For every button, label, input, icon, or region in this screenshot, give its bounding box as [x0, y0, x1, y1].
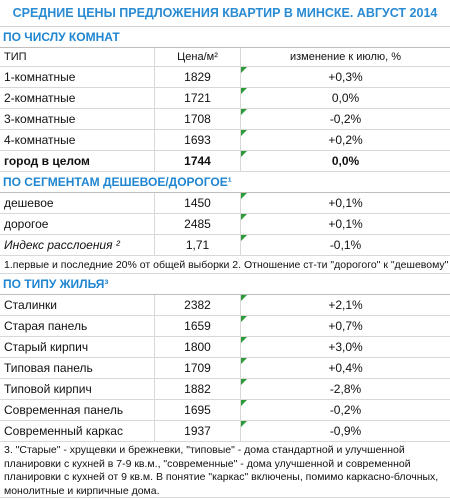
- cell: Современный каркас: [0, 421, 155, 441]
- cell: 1744: [155, 151, 241, 171]
- cell: +0,1%: [241, 193, 450, 213]
- cell: -0,1%: [241, 235, 450, 255]
- cell: Старый кирпич: [0, 337, 155, 357]
- data-row: 4-комнатные 1693 +0,2%: [0, 130, 450, 151]
- cell: Старая панель: [0, 316, 155, 336]
- header-row: ТИП Цена/м² изменение к июлю, %: [0, 48, 450, 67]
- cell: 1659: [155, 316, 241, 336]
- data-row: Современная панель 1695 -0,2%: [0, 400, 450, 421]
- column-header: Цена/м²: [155, 48, 241, 66]
- cell: Индекс расслоения ²: [0, 235, 155, 255]
- cell: -0,2%: [241, 400, 450, 420]
- cell: +3,0%: [241, 337, 450, 357]
- section: ПО ТИПУ ЖИЛЬЯ³ Сталинки 2382 +2,1% Старая па…: [0, 274, 450, 498]
- data-row: 1-комнатные 1829 +0,3%: [0, 67, 450, 88]
- cell: Сталинки: [0, 295, 155, 315]
- column-header: ТИП: [0, 48, 155, 66]
- section: ПО СЕГМЕНТАМ ДЕШЕВОЕ/ДОРОГОЕ¹ дешевое 1450…: [0, 172, 450, 274]
- data-row: Типовая панель 1709 +0,4%: [0, 358, 450, 379]
- cell: +0,7%: [241, 316, 450, 336]
- cell: -2,8%: [241, 379, 450, 399]
- cell: Типовая панель: [0, 358, 155, 378]
- cell: 4-комнатные: [0, 130, 155, 150]
- section-heading: ПО ЧИСЛУ КОМНАТ: [0, 27, 450, 48]
- cell: 1709: [155, 358, 241, 378]
- data-row: 2-комнатные 1721 0,0%: [0, 88, 450, 109]
- cell: 0,0%: [241, 88, 450, 108]
- cell: +0,3%: [241, 67, 450, 87]
- cell: 1800: [155, 337, 241, 357]
- data-row: город в целом 1744 0,0%: [0, 151, 450, 172]
- cell: 2485: [155, 214, 241, 234]
- cell: Современная панель: [0, 400, 155, 420]
- cell: 1708: [155, 109, 241, 129]
- cell: 1829: [155, 67, 241, 87]
- section-heading: ПО СЕГМЕНТАМ ДЕШЕВОЕ/ДОРОГОЕ¹: [0, 172, 450, 193]
- cell: 1937: [155, 421, 241, 441]
- cell: 1882: [155, 379, 241, 399]
- cell: 1721: [155, 88, 241, 108]
- data-row: Типовой кирпич 1882 -2,8%: [0, 379, 450, 400]
- data-row: Старая панель 1659 +0,7%: [0, 316, 450, 337]
- cell: -0,9%: [241, 421, 450, 441]
- cell: +0,4%: [241, 358, 450, 378]
- data-row: Индекс расслоения ² 1,71 -0,1%: [0, 235, 450, 256]
- cell: +2,1%: [241, 295, 450, 315]
- data-row: Современный каркас 1937 -0,9%: [0, 421, 450, 442]
- cell: 1693: [155, 130, 241, 150]
- data-row: Старый кирпич 1800 +3,0%: [0, 337, 450, 358]
- cell: 1-комнатные: [0, 67, 155, 87]
- cell: +0,2%: [241, 130, 450, 150]
- column-header: изменение к июлю, %: [289, 51, 402, 63]
- cell: дешевое: [0, 193, 155, 213]
- data-row: дешевое 1450 +0,1%: [0, 193, 450, 214]
- cell: 3-комнатные: [0, 109, 155, 129]
- cell: 2-комнатные: [0, 88, 155, 108]
- data-row: дорогое 2485 +0,1%: [0, 214, 450, 235]
- cell: город в целом: [0, 151, 155, 171]
- cell: дорогое: [0, 214, 155, 234]
- data-row: Сталинки 2382 +2,1%: [0, 295, 450, 316]
- cell: 1,71: [155, 235, 241, 255]
- cell: 2382: [155, 295, 241, 315]
- section: ПО ЧИСЛУ КОМНАТ ТИП Цена/м² изменение к июл…: [0, 27, 450, 172]
- cell: -0,2%: [241, 109, 450, 129]
- data-row: 3-комнатные 1708 -0,2%: [0, 109, 450, 130]
- cell: 1695: [155, 400, 241, 420]
- cell: 0,0%: [241, 151, 450, 171]
- footnote: 3. "Старые" - хрущевки и брежневки, "тип…: [0, 442, 450, 498]
- section-heading: ПО ТИПУ ЖИЛЬЯ³: [0, 274, 450, 295]
- cell: 1450: [155, 193, 241, 213]
- title: СРЕДНИЕ ЦЕНЫ ПРЕДЛОЖЕНИЯ КВАРТИР В МИНСК…: [0, 0, 450, 27]
- cell: Типовой кирпич: [0, 379, 155, 399]
- footnote: 1.первые и последние 20% от общей выборк…: [0, 256, 450, 274]
- cell: +0,1%: [241, 214, 450, 234]
